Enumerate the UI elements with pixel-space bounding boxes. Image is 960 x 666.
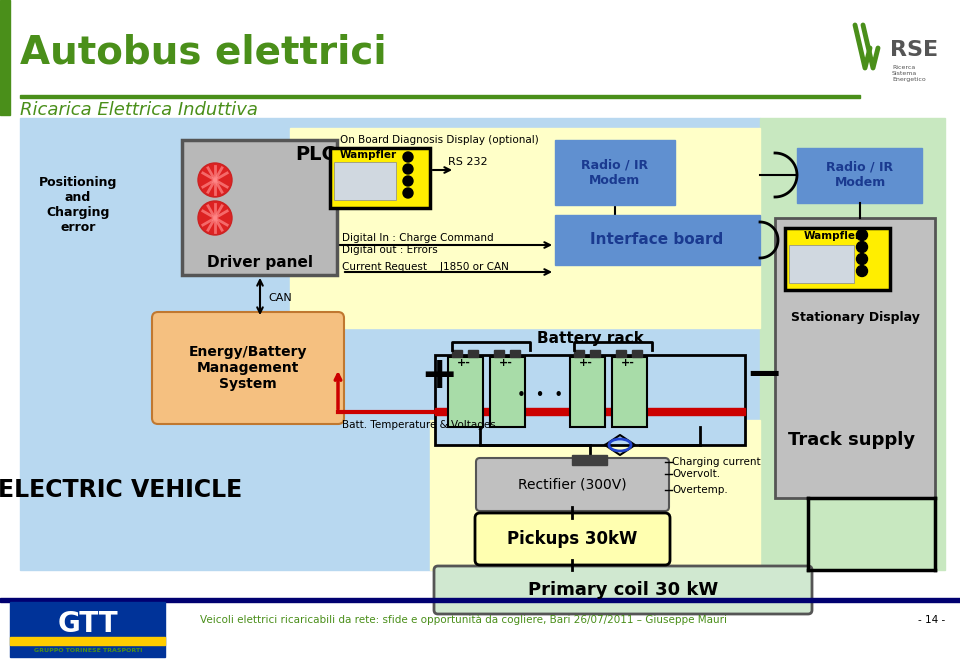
Text: Overvolt.: Overvolt. — [672, 469, 720, 479]
Text: Radio / IR
Modem: Radio / IR Modem — [827, 161, 894, 189]
Text: Overtemp.: Overtemp. — [672, 485, 728, 495]
Bar — [435, 408, 745, 415]
Text: +-: +- — [621, 358, 635, 368]
Text: −: − — [745, 354, 782, 396]
Text: Charging current: Charging current — [672, 457, 760, 467]
Text: RSE: RSE — [890, 40, 938, 60]
Text: Wampfler: Wampfler — [340, 150, 396, 160]
Text: Autobus elettrici: Autobus elettrici — [20, 33, 387, 71]
Bar — [590, 350, 600, 357]
Text: Stationary Display: Stationary Display — [791, 312, 920, 324]
Bar — [632, 350, 642, 357]
Text: - 14 -: - 14 - — [918, 615, 945, 625]
Bar — [510, 350, 520, 357]
Bar — [0, 0, 10, 115]
Circle shape — [403, 176, 413, 186]
Bar — [775, 218, 935, 498]
Bar — [555, 215, 760, 265]
Text: Energy/Battery
Management
System: Energy/Battery Management System — [189, 345, 307, 391]
Text: Batt. Temperature & Voltages: Batt. Temperature & Voltages — [342, 420, 495, 430]
Text: ELECTRIC VEHICLE: ELECTRIC VEHICLE — [0, 478, 242, 502]
Bar — [789, 245, 854, 283]
Text: Radio / IR
Modem: Radio / IR Modem — [582, 159, 649, 187]
Bar — [20, 95, 860, 97]
Text: PLC: PLC — [295, 145, 336, 165]
Bar — [572, 455, 607, 465]
Text: Current Request    J1850 or CAN: Current Request J1850 or CAN — [342, 262, 509, 272]
Text: +-: +- — [457, 358, 470, 368]
Text: +-: +- — [579, 358, 593, 368]
Bar — [760, 118, 945, 570]
Circle shape — [856, 230, 868, 240]
Text: Track supply: Track supply — [788, 431, 916, 449]
Bar — [490, 357, 525, 427]
Text: Digital In : Charge Command: Digital In : Charge Command — [342, 233, 493, 243]
Bar — [430, 420, 760, 570]
Bar — [612, 357, 647, 427]
Circle shape — [403, 152, 413, 162]
Bar — [0, 598, 960, 602]
Circle shape — [403, 188, 413, 198]
Text: Digital out : Errors: Digital out : Errors — [342, 245, 438, 255]
Bar — [10, 637, 165, 645]
Text: Driver panel: Driver panel — [207, 254, 313, 270]
Text: Veicoli elettrici ricaricabili da rete: sfide e opportunità da cogliere, Bari 26: Veicoli elettrici ricaricabili da rete: … — [200, 615, 727, 625]
Text: Rectifier (300V): Rectifier (300V) — [517, 478, 626, 492]
Bar — [334, 162, 396, 200]
Text: On Board Diagnosis Display (optional): On Board Diagnosis Display (optional) — [340, 135, 539, 145]
Circle shape — [856, 266, 868, 276]
Bar — [797, 148, 922, 203]
FancyBboxPatch shape — [434, 566, 812, 614]
Bar — [468, 350, 478, 357]
Bar — [555, 140, 675, 205]
Bar — [330, 148, 430, 208]
Bar — [20, 118, 760, 570]
Bar — [570, 357, 605, 427]
Text: Primary coil 30 kW: Primary coil 30 kW — [528, 581, 718, 599]
Circle shape — [856, 254, 868, 264]
Text: Wampfler: Wampfler — [804, 231, 860, 241]
Text: Pickups 30kW: Pickups 30kW — [507, 530, 637, 548]
Bar — [452, 350, 462, 357]
Bar — [616, 350, 626, 357]
Text: Battery rack: Battery rack — [537, 330, 643, 346]
Bar — [785, 228, 890, 290]
Circle shape — [198, 163, 232, 197]
Bar — [574, 350, 584, 357]
Circle shape — [403, 164, 413, 174]
Text: GRUPPO TORINESE TRASPORTI: GRUPPO TORINESE TRASPORTI — [34, 647, 142, 653]
Text: Interface board: Interface board — [590, 232, 724, 248]
Text: Ricarica Elettrica Induttiva: Ricarica Elettrica Induttiva — [20, 101, 258, 119]
Bar — [494, 350, 504, 357]
Text: +: + — [420, 354, 457, 396]
FancyBboxPatch shape — [476, 458, 669, 511]
Text: Positioning
and
Charging
error: Positioning and Charging error — [38, 176, 117, 234]
FancyBboxPatch shape — [152, 312, 344, 424]
Text: +-: +- — [499, 358, 513, 368]
Bar — [10, 602, 165, 657]
Text: Ricerca
Sistema
Energetico: Ricerca Sistema Energetico — [892, 65, 925, 82]
Circle shape — [856, 242, 868, 252]
Bar — [435, 355, 745, 445]
Text: RS 232: RS 232 — [448, 157, 488, 167]
Bar — [448, 357, 483, 427]
FancyBboxPatch shape — [475, 513, 670, 565]
Text: •  •  •: • • • — [516, 388, 564, 402]
Text: CAN: CAN — [268, 293, 292, 303]
Bar — [290, 128, 760, 328]
Circle shape — [198, 201, 232, 235]
Text: GTT: GTT — [58, 610, 118, 638]
Bar — [182, 140, 337, 275]
